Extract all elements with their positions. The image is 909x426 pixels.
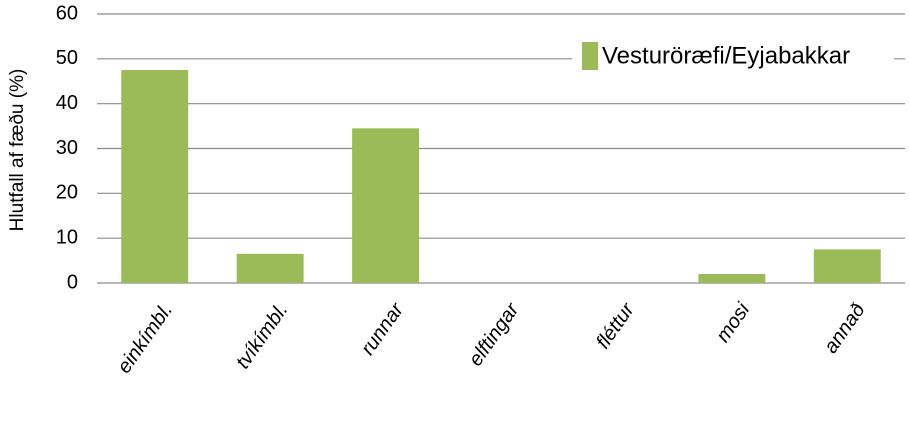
- bar: [121, 70, 189, 284]
- y-tick-label: 40: [56, 92, 78, 114]
- x-tick-label: elftingar: [465, 298, 525, 370]
- y-tick-label: 60: [56, 2, 78, 24]
- legend-label: Vesturöræfi/Eyjabakkar: [602, 42, 850, 69]
- y-tick-label: 30: [56, 137, 78, 159]
- x-tick-label: tvíkímbl.: [232, 299, 293, 373]
- bar: [698, 274, 766, 283]
- x-tick-label: einkímbl.: [113, 299, 177, 377]
- y-tick-label: 0: [67, 271, 78, 293]
- bar: [352, 128, 420, 283]
- legend-swatch: [582, 42, 598, 70]
- bar: [813, 249, 881, 283]
- y-tick-label: 20: [56, 182, 78, 204]
- x-tick-label: runnar: [357, 298, 409, 359]
- bar: [236, 253, 304, 283]
- legend-box: [572, 30, 894, 82]
- x-tick-label: fléttur: [592, 298, 639, 353]
- x-tick-label: mosi: [712, 299, 755, 347]
- y-tick-label: 50: [56, 47, 78, 69]
- y-axis-title: Hlutfall af fæðu (%): [7, 69, 28, 232]
- y-tick-label: 10: [56, 226, 78, 248]
- x-tick-label: annað: [820, 299, 870, 357]
